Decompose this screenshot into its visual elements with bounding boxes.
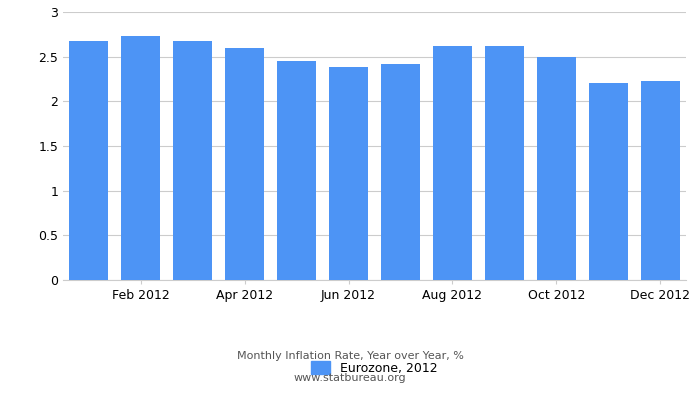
- Bar: [485, 46, 524, 280]
- Bar: [381, 64, 420, 280]
- Bar: [433, 46, 472, 280]
- Text: Monthly Inflation Rate, Year over Year, %: Monthly Inflation Rate, Year over Year, …: [237, 351, 463, 361]
- Bar: [174, 42, 212, 280]
- Bar: [537, 57, 575, 280]
- Bar: [69, 42, 108, 280]
- Bar: [589, 84, 628, 280]
- Bar: [640, 81, 680, 280]
- Bar: [277, 61, 316, 280]
- Text: www.statbureau.org: www.statbureau.org: [294, 373, 406, 383]
- Legend: Eurozone, 2012: Eurozone, 2012: [312, 361, 438, 375]
- Bar: [329, 67, 368, 280]
- Bar: [121, 36, 160, 280]
- Bar: [225, 48, 264, 280]
